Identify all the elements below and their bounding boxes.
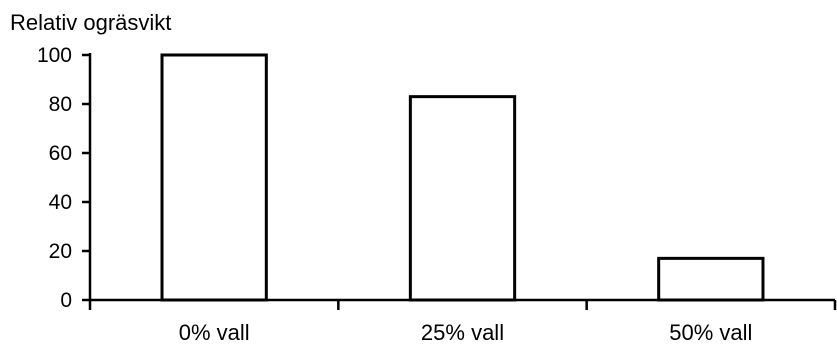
y-tick-label: 80: [49, 93, 72, 116]
bar-25-vall: [408, 95, 517, 302]
y-tick-label: 100: [37, 44, 72, 67]
x-category-label: 25% vall: [421, 320, 504, 345]
y-tick-label: 60: [49, 142, 72, 165]
bars: [160, 53, 765, 302]
y-tick-label: 40: [49, 191, 72, 214]
y-axis-ticks: 0 20 40 60 80 100: [37, 44, 92, 312]
x-axis: 0% vall 25% vall 50% vall: [88, 298, 837, 345]
y-tick-label: 20: [49, 240, 72, 263]
bar-0-vall: [160, 53, 268, 302]
y-axis-label: Relativ ogräsvikt: [10, 10, 171, 35]
x-category-label: 50% vall: [669, 320, 752, 345]
y-tick-label: 0: [60, 289, 72, 312]
bar-50-vall: [657, 256, 765, 302]
x-category-label: 0% vall: [179, 320, 250, 345]
